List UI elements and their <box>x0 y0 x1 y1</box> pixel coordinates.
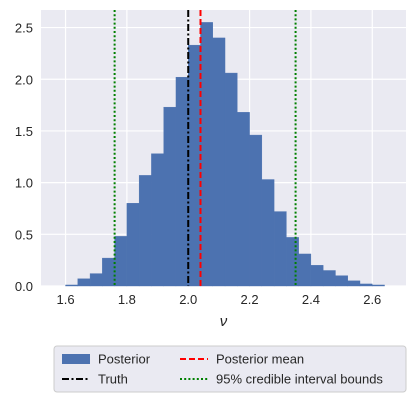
histogram-bar <box>89 273 103 287</box>
y-tick-label: 1.5 <box>15 124 33 139</box>
histogram-bar <box>298 253 312 287</box>
histogram-bar <box>114 236 128 287</box>
x-axis-label: ν <box>220 313 228 330</box>
x-tick-label: 2.6 <box>363 292 381 307</box>
histogram-bar <box>261 179 275 287</box>
histogram-bar <box>347 280 361 287</box>
y-tick-label: 1.0 <box>15 176 33 191</box>
histogram-bar <box>138 175 152 287</box>
x-tick-label: 1.8 <box>118 292 136 307</box>
x-tick-label: 2.4 <box>302 292 320 307</box>
histogram-bar <box>359 283 373 287</box>
x-tick-label: 2.2 <box>241 292 259 307</box>
histogram-bar <box>322 270 336 287</box>
histogram-bar <box>200 22 213 287</box>
histogram-bar <box>237 112 250 287</box>
legend-swatch <box>62 354 90 364</box>
histogram-bar <box>77 278 91 287</box>
reference-lines <box>113 10 297 286</box>
x-tick-label: 1.6 <box>56 292 74 307</box>
y-tick-label: 2.5 <box>15 21 33 36</box>
histogram-bar <box>249 134 263 287</box>
x-tick-label: 2.0 <box>179 292 197 307</box>
histogram-bar <box>335 275 348 287</box>
histogram-bar <box>175 76 189 287</box>
histogram-bar <box>224 72 238 287</box>
legend-label: Truth <box>98 372 128 387</box>
legend: Posterior Truth Posterior mean 95% credible… <box>53 345 407 393</box>
histogram-bar <box>163 106 177 287</box>
legend-box <box>53 345 407 393</box>
histogram-bar <box>372 284 385 287</box>
y-tick-label: 0.5 <box>15 227 33 242</box>
y-tick-label: 0.0 <box>15 279 33 294</box>
histogram-bar <box>310 265 324 287</box>
tick-labels: 1.6 1.8 2.0 2.2 2.4 2.6 0.0 0.5 1.0 1.5 2.0 2.5 <box>15 21 381 307</box>
legend-label: Posterior mean <box>216 352 304 367</box>
legend-label: 95% credible interval bounds <box>216 372 383 387</box>
histogram-bar <box>286 237 299 287</box>
histogram-bar <box>151 153 164 287</box>
histogram-bar <box>65 284 79 287</box>
histogram-bar <box>102 257 115 287</box>
histogram-bars <box>65 22 385 287</box>
legend-label: Posterior <box>98 352 151 367</box>
histogram-bar <box>126 203 140 287</box>
histogram-bar <box>212 37 226 287</box>
histogram-bar <box>188 44 201 287</box>
histogram-bar <box>273 211 287 287</box>
y-tick-label: 2.0 <box>15 72 33 87</box>
